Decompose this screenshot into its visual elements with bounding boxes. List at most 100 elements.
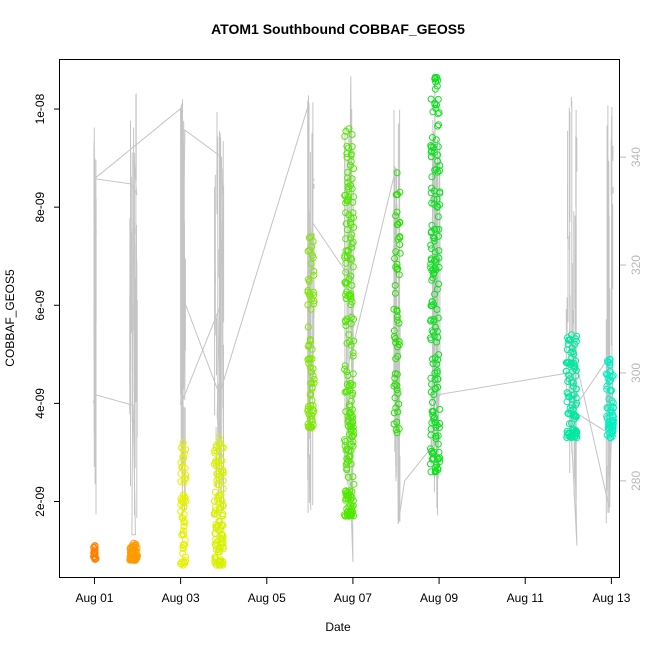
data-point xyxy=(90,549,98,557)
data-point xyxy=(435,448,443,456)
data-point xyxy=(349,419,356,427)
data-point xyxy=(342,322,350,330)
data-point xyxy=(568,344,576,352)
data-point xyxy=(429,134,436,141)
data-point xyxy=(348,143,356,151)
x-tick-label: Aug 03 xyxy=(162,591,200,605)
data-point xyxy=(344,387,352,395)
data-point xyxy=(394,220,402,228)
data-point xyxy=(214,548,222,556)
data-point xyxy=(179,561,187,569)
y-tick-label: 1e-08 xyxy=(33,93,47,124)
data-point xyxy=(434,440,442,448)
data-point xyxy=(349,502,357,510)
data-point xyxy=(219,510,227,518)
data-point xyxy=(346,487,354,495)
data-point xyxy=(305,403,312,410)
y-tick-label: 8e-09 xyxy=(33,191,47,222)
data-point xyxy=(431,290,439,298)
data-point xyxy=(177,478,185,486)
data-point xyxy=(393,306,401,314)
data-point xyxy=(427,95,435,103)
data-point xyxy=(347,341,355,349)
data-point xyxy=(213,522,221,530)
data-point xyxy=(348,131,356,138)
data-point xyxy=(212,503,220,511)
data-point xyxy=(307,233,315,241)
series-aug-12 xyxy=(562,331,581,442)
data-point xyxy=(345,185,352,193)
data-point xyxy=(396,234,404,242)
data-point xyxy=(568,395,576,403)
data-point xyxy=(605,378,613,386)
data-point xyxy=(428,147,436,155)
data-point xyxy=(436,162,444,169)
data-point xyxy=(606,368,614,376)
data-point xyxy=(343,368,351,376)
data-point xyxy=(395,319,403,327)
data-point xyxy=(430,315,438,323)
data-point xyxy=(347,150,355,158)
data-point xyxy=(432,165,440,173)
data-point xyxy=(393,169,401,177)
data-point xyxy=(434,314,442,322)
data-point xyxy=(342,268,350,276)
data-point xyxy=(434,110,442,118)
data-point xyxy=(346,181,354,189)
data-point xyxy=(306,391,314,399)
data-point xyxy=(343,150,351,158)
x-tick-label: Aug 01 xyxy=(75,591,113,605)
data-point xyxy=(344,168,352,176)
data-point xyxy=(341,132,349,140)
data-point xyxy=(344,422,352,430)
data-point xyxy=(427,388,435,396)
x-tick-label: Aug 07 xyxy=(334,591,372,605)
data-point xyxy=(435,232,442,240)
data-point xyxy=(341,192,349,200)
data-point xyxy=(435,280,443,288)
data-point xyxy=(391,289,399,297)
data-point xyxy=(309,402,317,409)
data-point xyxy=(572,335,579,343)
y-axis: 2e-09 4e-09 6e-09 8e-09 1e-08 xyxy=(33,93,60,517)
data-point xyxy=(433,338,441,346)
x-tick-label: Aug 13 xyxy=(592,591,630,605)
x-axis-label: Date xyxy=(325,620,351,634)
data-point xyxy=(567,349,575,356)
data-point xyxy=(571,363,579,371)
data-point xyxy=(306,336,314,343)
data-point xyxy=(307,424,315,432)
plot-frame xyxy=(59,59,620,578)
data-point xyxy=(396,219,404,227)
series-aug-02 xyxy=(126,539,141,564)
data-point xyxy=(211,449,219,457)
data-point xyxy=(212,524,220,532)
data-point xyxy=(434,122,442,130)
data-point xyxy=(564,429,572,437)
data-point xyxy=(609,413,617,421)
data-point xyxy=(344,412,352,420)
data-point xyxy=(391,281,399,289)
data-point xyxy=(342,259,350,267)
data-point xyxy=(345,331,353,339)
data-point xyxy=(350,480,358,488)
data-point xyxy=(429,274,437,282)
data-point xyxy=(432,78,440,86)
series-aug-03 xyxy=(177,439,190,569)
data-point xyxy=(218,536,226,544)
data-point xyxy=(178,463,186,471)
data-point xyxy=(344,473,352,481)
data-point xyxy=(349,473,357,481)
data-point xyxy=(180,511,188,518)
data-point xyxy=(349,352,357,360)
data-point xyxy=(177,501,185,509)
data-point xyxy=(347,397,355,405)
data-point xyxy=(432,255,440,263)
data-point xyxy=(393,429,401,437)
data-point xyxy=(91,555,99,563)
data-point xyxy=(394,408,402,416)
data-point xyxy=(392,426,400,434)
data-point xyxy=(179,549,187,557)
data-point xyxy=(345,125,353,133)
data-point xyxy=(178,531,186,539)
